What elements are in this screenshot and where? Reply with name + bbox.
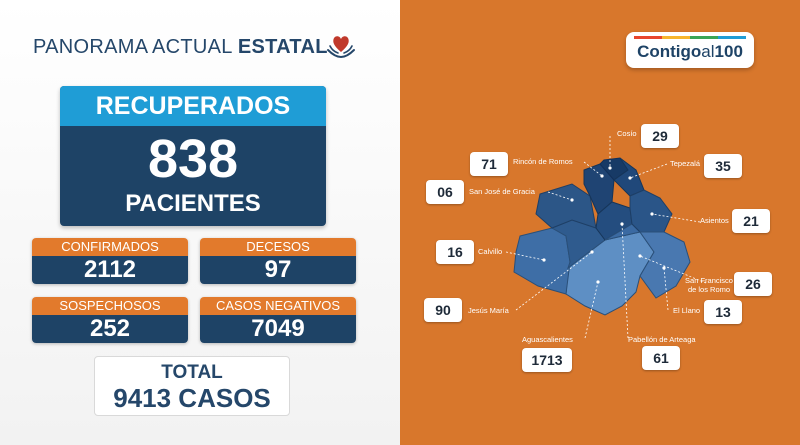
municipio-name-el-llano: El Llano <box>673 306 701 315</box>
confirmados-label: CONFIRMADOS <box>32 238 188 256</box>
contigo-al-100-logo: Contigoal100 <box>626 32 754 68</box>
recuperados-card: RECUPERADOS 838 PACIENTES <box>60 86 326 226</box>
state-map <box>505 136 707 339</box>
municipio-value-cosio: 29 <box>641 124 679 148</box>
municipio-name-tepezala: Tepezalá <box>670 159 701 168</box>
municipio-value-aguascalientes: 1713 <box>522 348 572 372</box>
title-regular: PANORAMA ACTUAL <box>33 36 232 58</box>
municipio-name-aguascalientes: Aguascalientes <box>522 335 573 344</box>
leader-dots <box>542 166 666 284</box>
total-card: TOTAL 9413 CASOS <box>94 356 290 416</box>
municipio-name-asientos: Asientos <box>700 216 729 225</box>
municipio-name-san-francisco: San Francisco de los Romo <box>685 276 733 294</box>
title-bold: ESTATAL <box>237 36 328 58</box>
left-panel: PANORAMA ACTUAL ESTATAL RECUPERADOS 838 … <box>0 0 400 445</box>
decesos-card: DECESOS 97 <box>200 238 356 284</box>
sospechosos-value: 252 <box>32 315 188 343</box>
municipio-value-pabellon: 61 <box>642 346 680 370</box>
municipio-value-el-llano: 13 <box>704 300 742 324</box>
logo-text: Contigoal100 <box>637 42 743 61</box>
confirmados-card: CONFIRMADOS 2112 <box>32 238 188 284</box>
municipio-name-pabellon: Pabellón de Arteaga <box>628 335 696 344</box>
map-asientos <box>629 189 673 233</box>
leader-lines <box>505 136 707 339</box>
municipio-value-san-jose-de-gracia: 06 <box>426 180 464 204</box>
decesos-label: DECESOS <box>200 238 356 256</box>
municipio-value-san-francisco: 26 <box>734 272 772 296</box>
recuperados-label: RECUPERADOS <box>60 86 326 126</box>
logo-color-bar <box>634 36 746 39</box>
recuperados-unit: PACIENTES <box>125 190 261 217</box>
heart-hands-icon <box>327 36 355 59</box>
municipio-value-rincon-de-romos: 71 <box>470 152 508 176</box>
map-calvillo <box>513 227 571 295</box>
municipio-value-jesus-maria: 90 <box>424 298 462 322</box>
municipio-name-san-jose-de-gracia: San José de Gracia <box>469 187 535 196</box>
municipio-value-tepezala: 35 <box>704 154 742 178</box>
sospechosos-card: SOSPECHOSOS 252 <box>32 297 188 343</box>
total-label: TOTAL <box>161 362 223 383</box>
recuperados-value: 838 <box>147 129 239 189</box>
map-el-llano <box>639 231 691 299</box>
negativos-card: CASOS NEGATIVOS 7049 <box>200 297 356 343</box>
municipio-name-calvillo: Calvillo <box>478 247 503 256</box>
municipio-name-jesus-maria: Jesús María <box>468 306 509 315</box>
decesos-value: 97 <box>200 256 356 284</box>
municipio-name-cosio: Cosío <box>617 129 637 138</box>
negativos-label: CASOS NEGATIVOS <box>200 297 356 315</box>
municipio-value-asientos: 21 <box>732 209 770 233</box>
total-value: 9413 CASOS <box>113 383 271 413</box>
negativos-value: 7049 <box>200 315 356 343</box>
municipio-value-calvillo: 16 <box>436 240 474 264</box>
map-san-jose-de-gracia <box>535 183 597 229</box>
page-title: PANORAMA ACTUAL ESTATAL <box>33 36 328 59</box>
sospechosos-label: SOSPECHOSOS <box>32 297 188 315</box>
confirmados-value: 2112 <box>32 256 188 284</box>
municipio-name-rincon-de-romos: Rincón de Romos <box>513 157 573 166</box>
